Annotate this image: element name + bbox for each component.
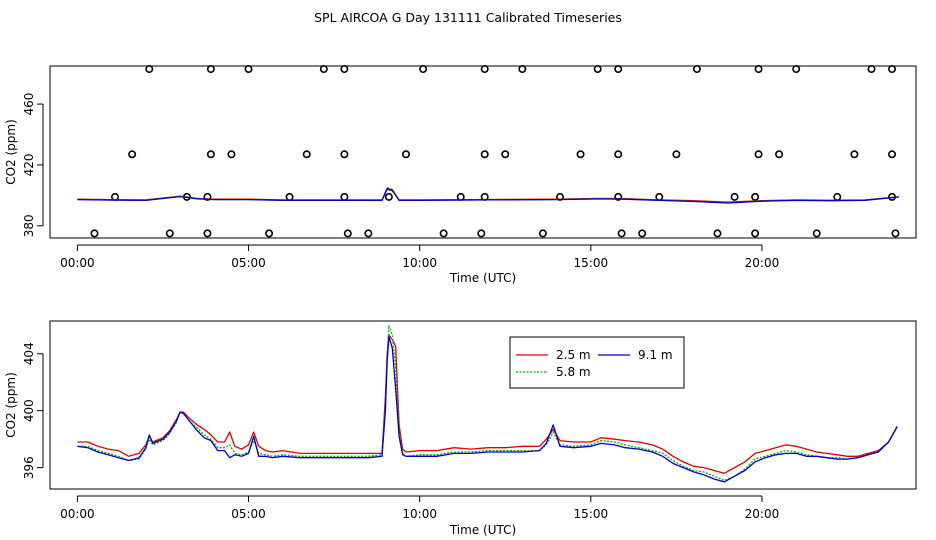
bottom-x-tick-label: 00:00 xyxy=(60,507,95,521)
calibration-point xyxy=(672,150,681,159)
calibration-point xyxy=(614,150,623,159)
calibration-point xyxy=(812,229,821,238)
chart-title: SPL AIRCOA G Day 131111 Calibrated Times… xyxy=(314,10,622,25)
bottom-panel: 00:00 05:00 10:00 15:00 20:00 396 400 404 Time… xyxy=(4,320,917,537)
calibration-point xyxy=(655,192,664,201)
calibration-point xyxy=(203,192,212,201)
calibration-point xyxy=(518,65,527,74)
top-calibration-markers xyxy=(90,65,900,238)
calibration-point xyxy=(751,229,760,238)
bottom-series-lines xyxy=(77,324,898,483)
top-x-axis: 00:00 05:00 10:00 15:00 20:00 xyxy=(60,244,780,270)
calibration-point xyxy=(480,150,489,159)
bottom-y-tick-label: 404 xyxy=(22,342,36,365)
calibration-point xyxy=(754,65,763,74)
calibration-point xyxy=(319,65,328,74)
top-y-axis: 380 420 460 xyxy=(22,93,44,237)
calibration-point xyxy=(833,192,842,201)
calibration-point xyxy=(850,150,859,159)
bottom-series-9-1m xyxy=(77,336,898,483)
calibration-point xyxy=(244,65,253,74)
calibration-point xyxy=(419,65,428,74)
calibration-point xyxy=(364,229,373,238)
calibration-point xyxy=(792,65,801,74)
top-y-tick-label: 420 xyxy=(22,153,36,176)
calibration-point xyxy=(206,150,215,159)
calibration-point xyxy=(206,65,215,74)
calibration-point xyxy=(285,192,294,201)
calibration-point xyxy=(227,150,236,159)
top-y-tick-label: 380 xyxy=(22,214,36,237)
calibration-point xyxy=(888,150,897,159)
calibration-point xyxy=(340,65,349,74)
top-x-tick-label: 10:00 xyxy=(402,256,437,270)
top-x-tick-label: 05:00 xyxy=(231,256,266,270)
calibration-point xyxy=(128,150,137,159)
bottom-plot-frame xyxy=(49,320,917,490)
bottom-y-axis: 396 400 404 xyxy=(22,342,44,479)
bottom-y-tick-label: 396 xyxy=(22,456,36,479)
bottom-x-tick-label: 20:00 xyxy=(745,507,780,521)
bottom-x-tick-label: 05:00 xyxy=(231,507,266,521)
calibration-point xyxy=(203,229,212,238)
bottom-y-tick-label: 400 xyxy=(22,399,36,422)
calibration-point xyxy=(617,229,626,238)
top-x-tick-label: 15:00 xyxy=(574,256,609,270)
calibration-point xyxy=(165,229,174,238)
top-series-9-1m xyxy=(77,187,899,204)
legend-label-2-5m: 2.5 m xyxy=(556,348,591,362)
calibration-point xyxy=(384,192,393,201)
calibration-point xyxy=(775,150,784,159)
calibration-point xyxy=(538,229,547,238)
calibration-point xyxy=(145,65,154,74)
calibration-point xyxy=(713,229,722,238)
bottom-series-5-8m xyxy=(77,324,898,482)
top-y-tick-label: 460 xyxy=(22,93,36,116)
top-panel: 00:00 05:00 10:00 15:00 20:00 380 420 460 Time… xyxy=(4,65,917,285)
calibration-point xyxy=(401,150,410,159)
calibration-point xyxy=(593,65,602,74)
calibration-point xyxy=(477,229,486,238)
calibration-point xyxy=(692,65,701,74)
top-series-lines xyxy=(77,187,899,204)
top-x-tick-label: 20:00 xyxy=(745,256,780,270)
calibration-point xyxy=(302,150,311,159)
calibration-point xyxy=(614,65,623,74)
bottom-x-tick-label: 10:00 xyxy=(402,507,437,521)
calibration-point xyxy=(439,229,448,238)
top-y-axis-label: CO2 (ppm) xyxy=(4,119,18,185)
calibration-point xyxy=(265,229,274,238)
legend-label-5-8m: 5.8 m xyxy=(556,365,591,379)
calibration-point xyxy=(614,192,623,201)
top-x-tick-label: 00:00 xyxy=(60,256,95,270)
calibration-point xyxy=(340,192,349,201)
bottom-x-tick-label: 15:00 xyxy=(574,507,609,521)
legend: 2.5 m 9.1 m 5.8 m xyxy=(509,336,685,389)
bottom-x-axis: 00:00 05:00 10:00 15:00 20:00 xyxy=(60,495,780,521)
calibration-point xyxy=(867,65,876,74)
bottom-x-axis-label: Time (UTC) xyxy=(449,523,516,537)
calibration-point xyxy=(90,229,99,238)
calibration-point xyxy=(730,192,739,201)
calibration-point xyxy=(891,229,900,238)
calibration-point xyxy=(888,65,897,74)
calibration-point xyxy=(576,150,585,159)
top-x-axis-label: Time (UTC) xyxy=(449,271,516,285)
calibration-point xyxy=(343,229,352,238)
calibration-point xyxy=(751,192,760,201)
calibration-point xyxy=(501,150,510,159)
calibration-point xyxy=(638,229,647,238)
legend-label-9-1m: 9.1 m xyxy=(638,348,673,362)
legend-box xyxy=(509,336,685,389)
calibration-point xyxy=(754,150,763,159)
bottom-y-axis-label: CO2 (ppm) xyxy=(4,372,18,438)
calibration-point xyxy=(480,65,489,74)
calibration-point xyxy=(340,150,349,159)
